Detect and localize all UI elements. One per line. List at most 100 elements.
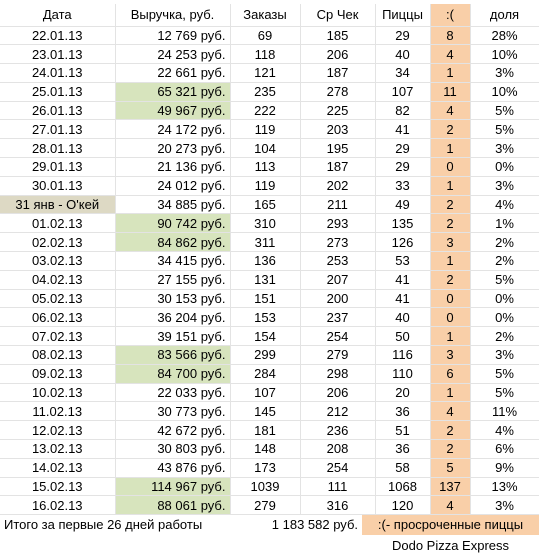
table-cell: 30 803 руб. [115, 439, 231, 459]
table-cell: 29.01.13 [0, 157, 116, 177]
table-cell: 131 [230, 270, 301, 290]
column-header: Выручка, руб. [115, 4, 231, 27]
data-table: Дата Выручка, руб. Заказы Ср Чек Пиццы:(доля… [0, 4, 539, 516]
table-row: 30.01.13 24 012 руб. 119 202 33 1 3% [0, 176, 539, 196]
table-cell: 24 253 руб. [115, 44, 231, 65]
table-cell: 04.02.13 [0, 270, 116, 290]
footer-note: :(- просроченные пиццы [362, 515, 539, 535]
table-cell: 154 [230, 326, 301, 347]
table-cell: 58 [375, 458, 431, 478]
table-cell: 5 [430, 458, 471, 478]
table-cell: 107 [230, 383, 301, 403]
table-cell: 1 [430, 326, 471, 347]
table-cell: 01.02.13 [0, 213, 116, 234]
table-cell: 316 [300, 495, 376, 516]
column-header: Дата [0, 4, 116, 27]
table-row: 24.01.13 22 661 руб. 121 187 34 1 3% [0, 63, 539, 83]
table-cell: 69 [230, 26, 301, 46]
table-cell: 107 [375, 82, 431, 102]
table-cell: 3 [430, 232, 471, 253]
table-cell: 06.02.13 [0, 307, 116, 328]
table-cell: 30 153 руб. [115, 289, 231, 309]
table-cell: 41 [375, 289, 431, 309]
table-cell: 5% [470, 101, 539, 121]
table-row: 09.02.13 84 700 руб. 284 298 110 6 5% [0, 364, 539, 384]
table-cell: 34 885 руб. [115, 195, 231, 215]
table-cell: 36 204 руб. [115, 307, 231, 328]
table-cell: 90 742 руб. [115, 213, 231, 234]
column-header: доля [470, 4, 539, 27]
table-cell: 12 769 руб. [115, 26, 231, 46]
table-cell: 36 [375, 439, 431, 459]
table-cell: 113 [230, 157, 301, 177]
table-row: 05.02.13 30 153 руб. 151 200 41 0 0% [0, 289, 539, 309]
table-cell: 0 [430, 289, 471, 309]
table-cell: 2% [470, 251, 539, 271]
table-cell: 120 [375, 495, 431, 516]
table-cell: 195 [300, 138, 376, 159]
table-cell: 126 [375, 232, 431, 253]
table-cell: 12.02.13 [0, 420, 116, 441]
table-cell: 84 862 руб. [115, 232, 231, 253]
footer-label: Итого за первые 26 дней работы [4, 517, 203, 532]
table-row: 14.02.13 43 876 руб. 173 254 58 5 9% [0, 458, 539, 478]
table-cell: 135 [375, 213, 431, 234]
table-cell: 24 172 руб. [115, 119, 231, 140]
table-cell: 65 321 руб. [115, 82, 231, 102]
table-cell: 4 [430, 44, 471, 65]
table-cell: 2 [430, 119, 471, 140]
table-cell: 10.02.13 [0, 383, 116, 403]
table-cell: 5% [470, 119, 539, 140]
table-cell: 310 [230, 213, 301, 234]
table-cell: 42 672 руб. [115, 420, 231, 441]
table-cell: 211 [300, 195, 376, 215]
table-cell: 10% [470, 44, 539, 65]
table-cell: 237 [300, 307, 376, 328]
table-cell: 3% [470, 138, 539, 159]
table-cell: 4% [470, 195, 539, 215]
table-cell: 3% [470, 63, 539, 83]
table-cell: 1 [430, 63, 471, 83]
column-header: Пиццы [375, 4, 431, 27]
table-cell: 4% [470, 420, 539, 441]
table-cell: 22.01.13 [0, 26, 116, 46]
column-header: :( [430, 4, 471, 27]
table-cell: 225 [300, 101, 376, 121]
table-row: 31 янв - О'кей 34 885 руб. 165 211 49 2 4% [0, 195, 539, 215]
table-cell: 24.01.13 [0, 63, 116, 83]
table-cell: 2% [470, 326, 539, 347]
table-cell: 0 [430, 157, 471, 177]
table-cell: 49 [375, 195, 431, 215]
table-cell: 14.02.13 [0, 458, 116, 478]
table-row: 06.02.13 36 204 руб. 153 237 40 0 0% [0, 307, 539, 328]
table-cell: 4 [430, 401, 471, 422]
table-cell: 1 [430, 383, 471, 403]
table-cell: 254 [300, 326, 376, 347]
table-cell: 235 [230, 82, 301, 102]
table-row: 03.02.13 34 415 руб. 136 253 53 1 2% [0, 251, 539, 271]
table-body: 22.01.13 12 769 руб. 69 185 29 8 28% 23.01.13 24… [0, 26, 539, 516]
table-cell: 11% [470, 401, 539, 422]
table-cell: 208 [300, 439, 376, 459]
table-row: 07.02.13 39 151 руб. 154 254 50 1 2% [0, 326, 539, 347]
table-cell: 30.01.13 [0, 176, 116, 196]
table-cell: 110 [375, 364, 431, 384]
table-cell: 09.02.13 [0, 364, 116, 384]
table-cell: 0% [470, 289, 539, 309]
table-row: 11.02.13 30 773 руб. 145 212 36 4 11% [0, 401, 539, 422]
table-cell: 284 [230, 364, 301, 384]
table-cell: 0% [470, 157, 539, 177]
table-row: 10.02.13 22 033 руб. 107 206 20 1 5% [0, 383, 539, 403]
table-cell: 22 661 руб. [115, 63, 231, 83]
table-cell: 39 151 руб. [115, 326, 231, 347]
table-cell: 111 [300, 477, 376, 497]
table-cell: 104 [230, 138, 301, 159]
table-cell: 118 [230, 44, 301, 65]
table-cell: 137 [430, 477, 471, 497]
table-cell: 212 [300, 401, 376, 422]
table-cell: 207 [300, 270, 376, 290]
table-cell: 0% [470, 307, 539, 328]
table-cell: 33 [375, 176, 431, 196]
table-row: 01.02.13 90 742 руб. 310 293 135 2 1% [0, 213, 539, 234]
